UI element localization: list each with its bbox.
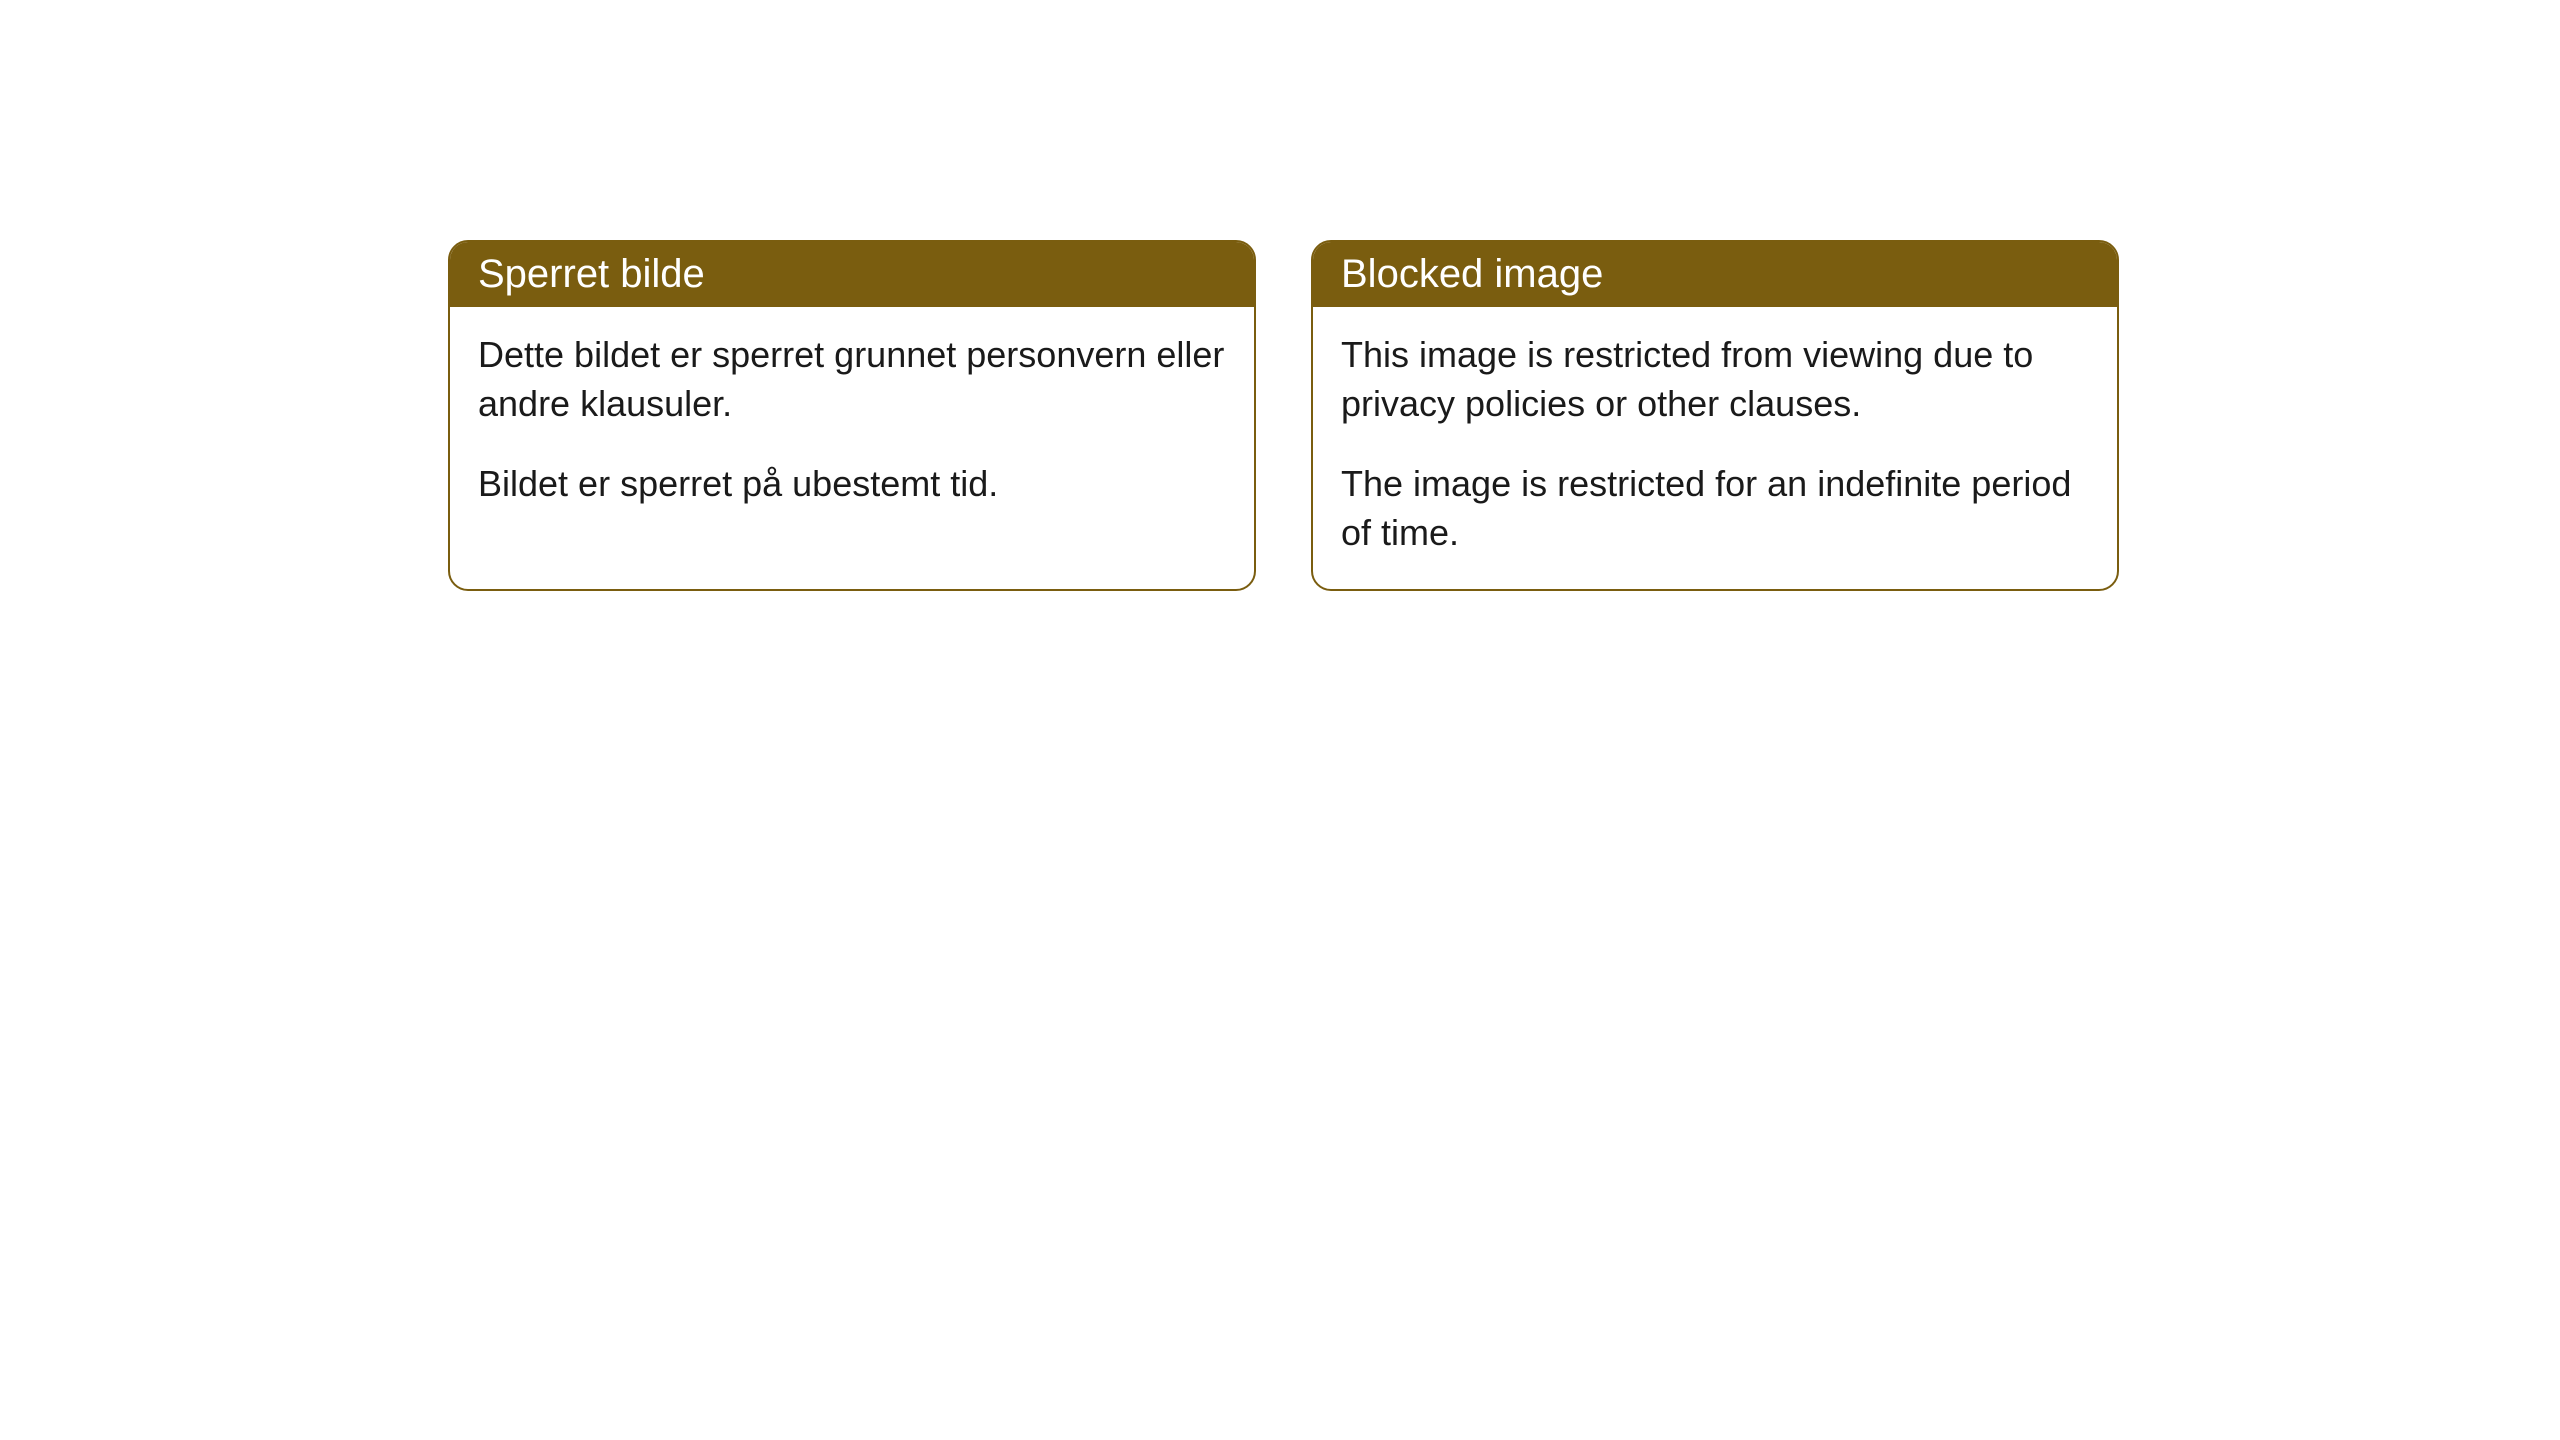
notice-text-english-2: The image is restricted for an indefinit… (1341, 460, 2089, 557)
notice-cards-container: Sperret bilde Dette bildet er sperret gr… (448, 240, 2119, 591)
notice-text-norwegian-2: Bildet er sperret på ubestemt tid. (478, 460, 1226, 509)
card-header-english: Blocked image (1313, 242, 2117, 307)
notice-text-english-1: This image is restricted from viewing du… (1341, 331, 2089, 428)
notice-text-norwegian-1: Dette bildet er sperret grunnet personve… (478, 331, 1226, 428)
notice-card-norwegian: Sperret bilde Dette bildet er sperret gr… (448, 240, 1256, 591)
notice-card-english: Blocked image This image is restricted f… (1311, 240, 2119, 591)
card-body-norwegian: Dette bildet er sperret grunnet personve… (450, 307, 1254, 541)
card-body-english: This image is restricted from viewing du… (1313, 307, 2117, 589)
card-header-norwegian: Sperret bilde (450, 242, 1254, 307)
